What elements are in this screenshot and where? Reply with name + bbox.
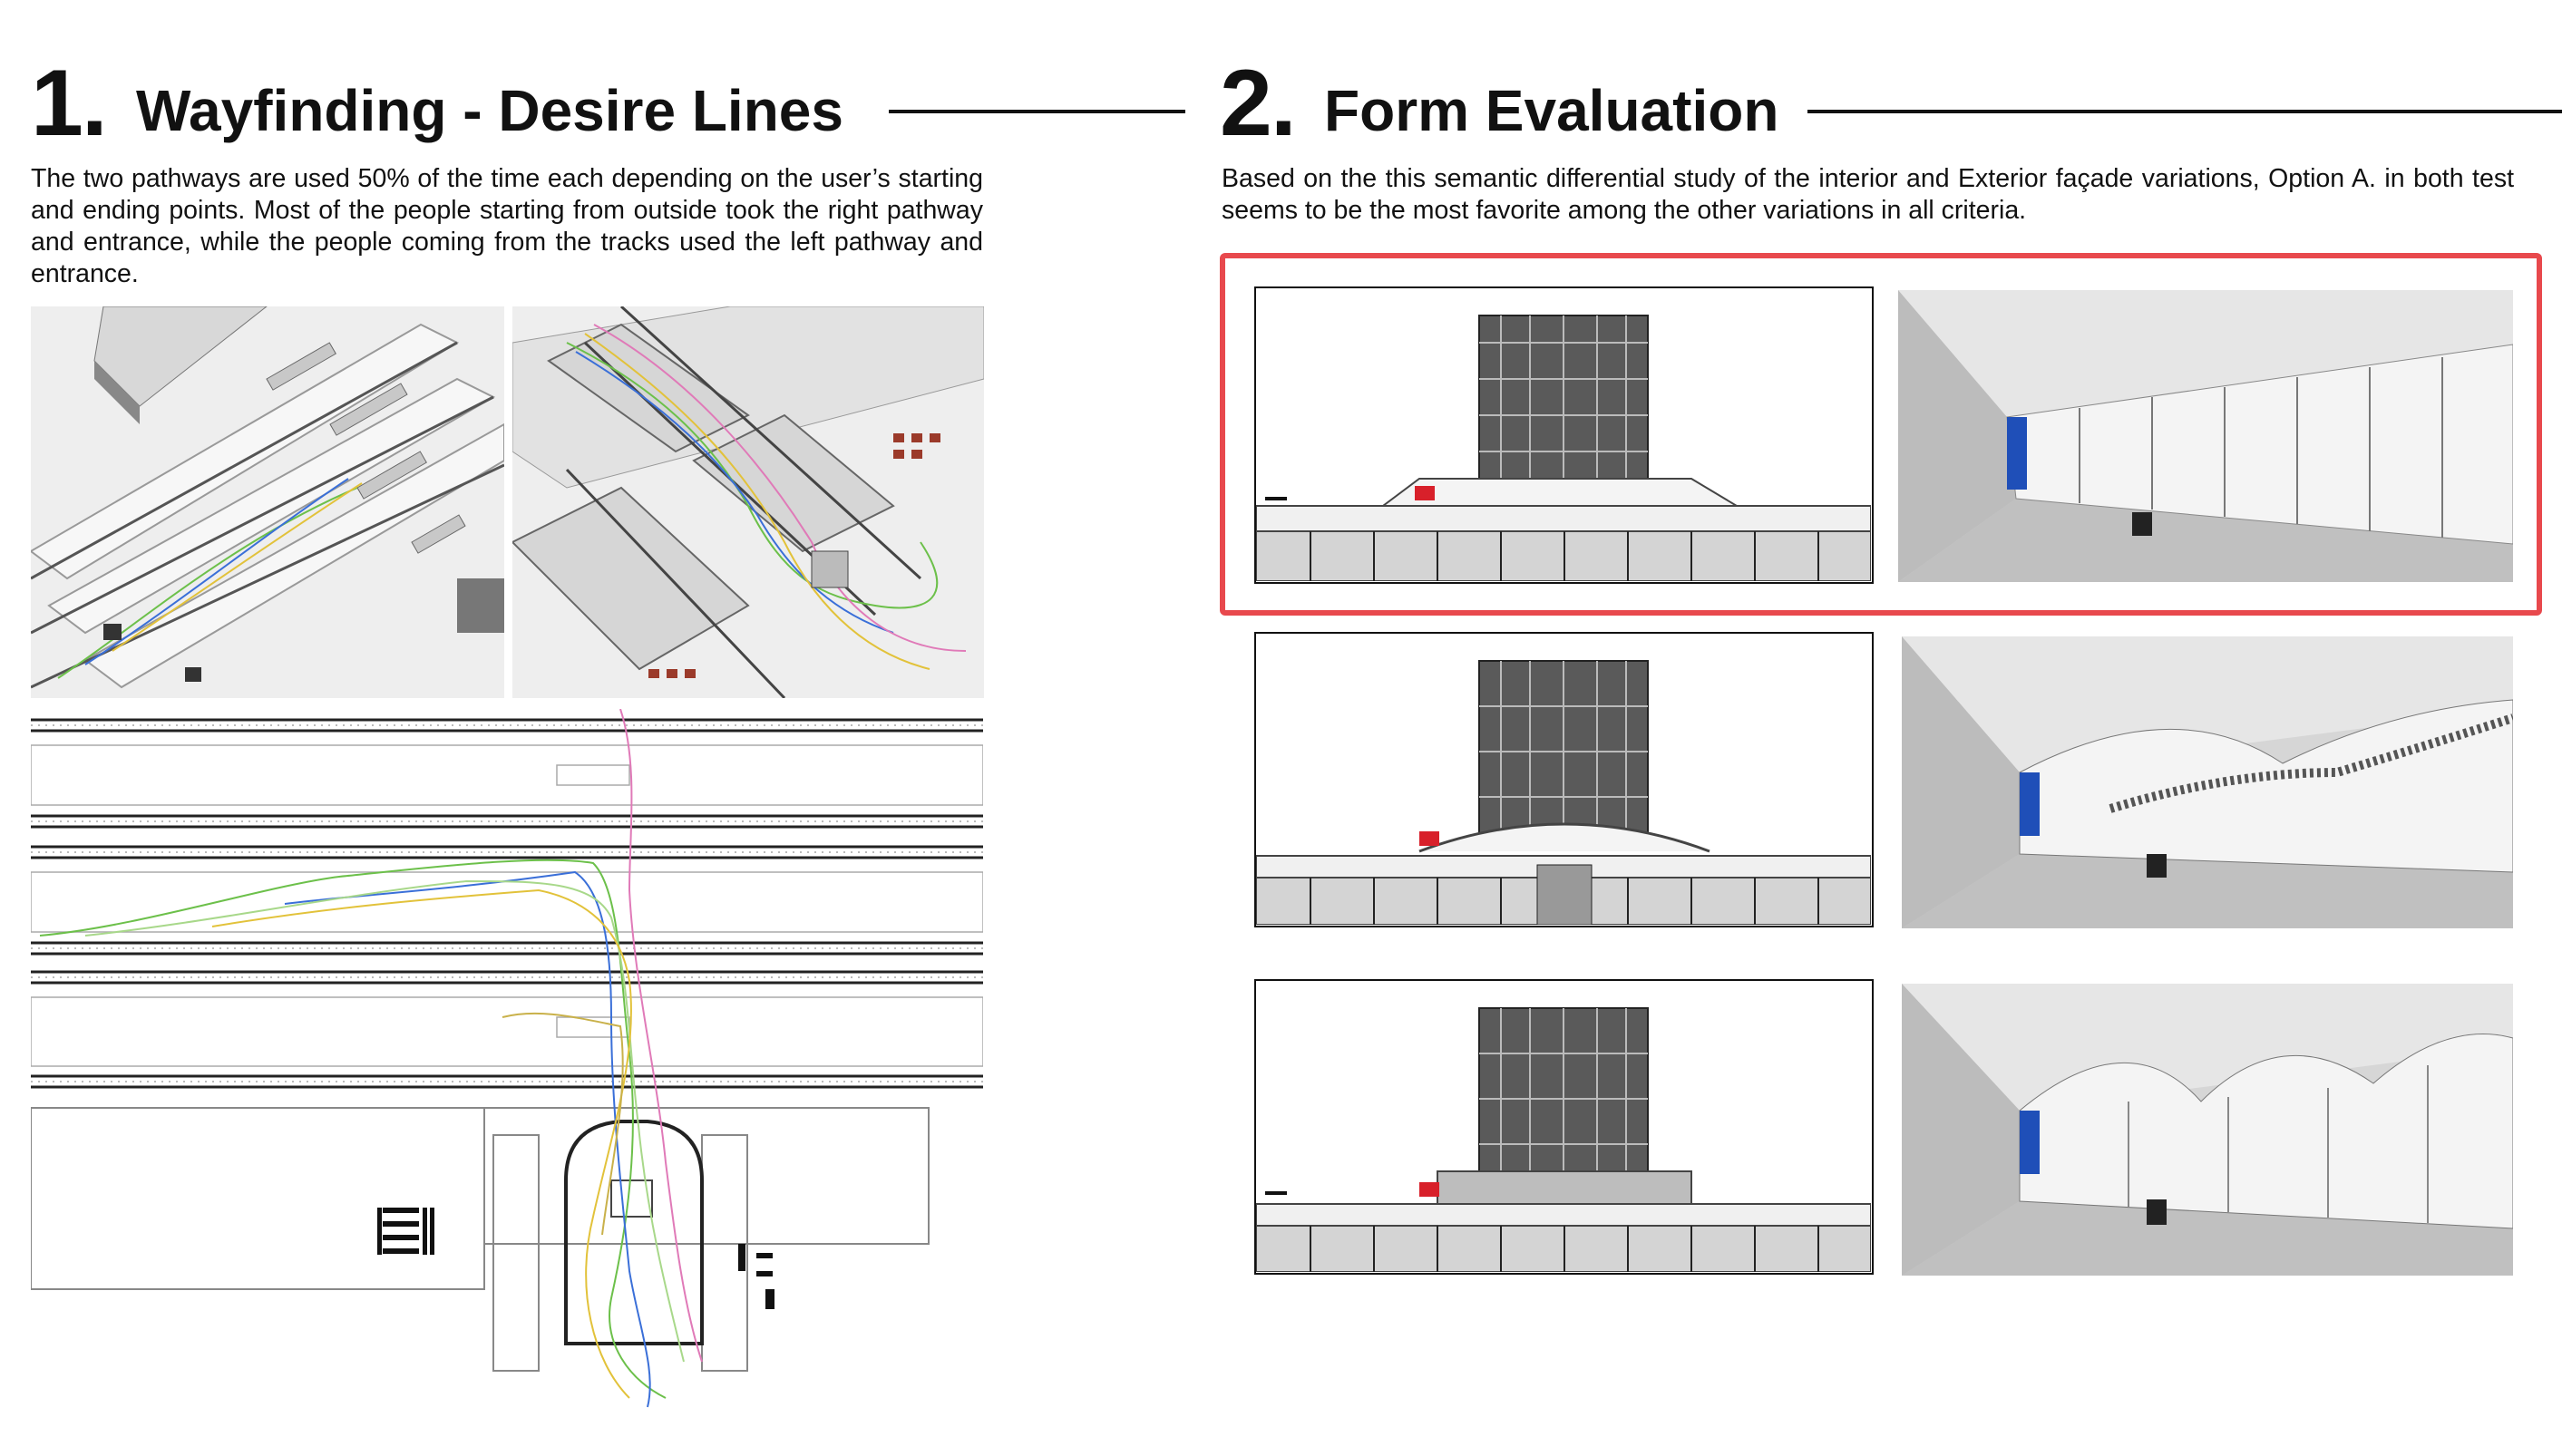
section-2-rule <box>1807 110 2562 113</box>
axonometric-view-tracks <box>31 306 504 698</box>
interior-view-option-a <box>1898 290 2513 582</box>
axonometric-view-station <box>512 306 984 698</box>
section-2-paragraph: Based on the this semantic differential … <box>1222 164 2514 225</box>
interior-view-option-c <box>1902 984 2513 1276</box>
section-1-number: 1. <box>31 51 108 156</box>
section-1-title: Wayfinding - Desire Lines <box>136 78 843 143</box>
section-2-title: Form Evaluation <box>1324 78 1779 143</box>
section-1-rule <box>889 110 1185 113</box>
section-1-paragraph: The two pathways are used 50% of the tim… <box>31 164 983 288</box>
section-2-number: 2. <box>1220 51 1297 156</box>
exterior-facade-option-b <box>1254 632 1874 927</box>
floor-plan-desire-lines <box>31 709 983 1416</box>
exterior-facade-option-a <box>1254 286 1874 584</box>
exterior-facade-option-c <box>1254 979 1874 1275</box>
interior-view-option-b <box>1902 636 2513 928</box>
option-a-highlight <box>1220 253 2542 616</box>
